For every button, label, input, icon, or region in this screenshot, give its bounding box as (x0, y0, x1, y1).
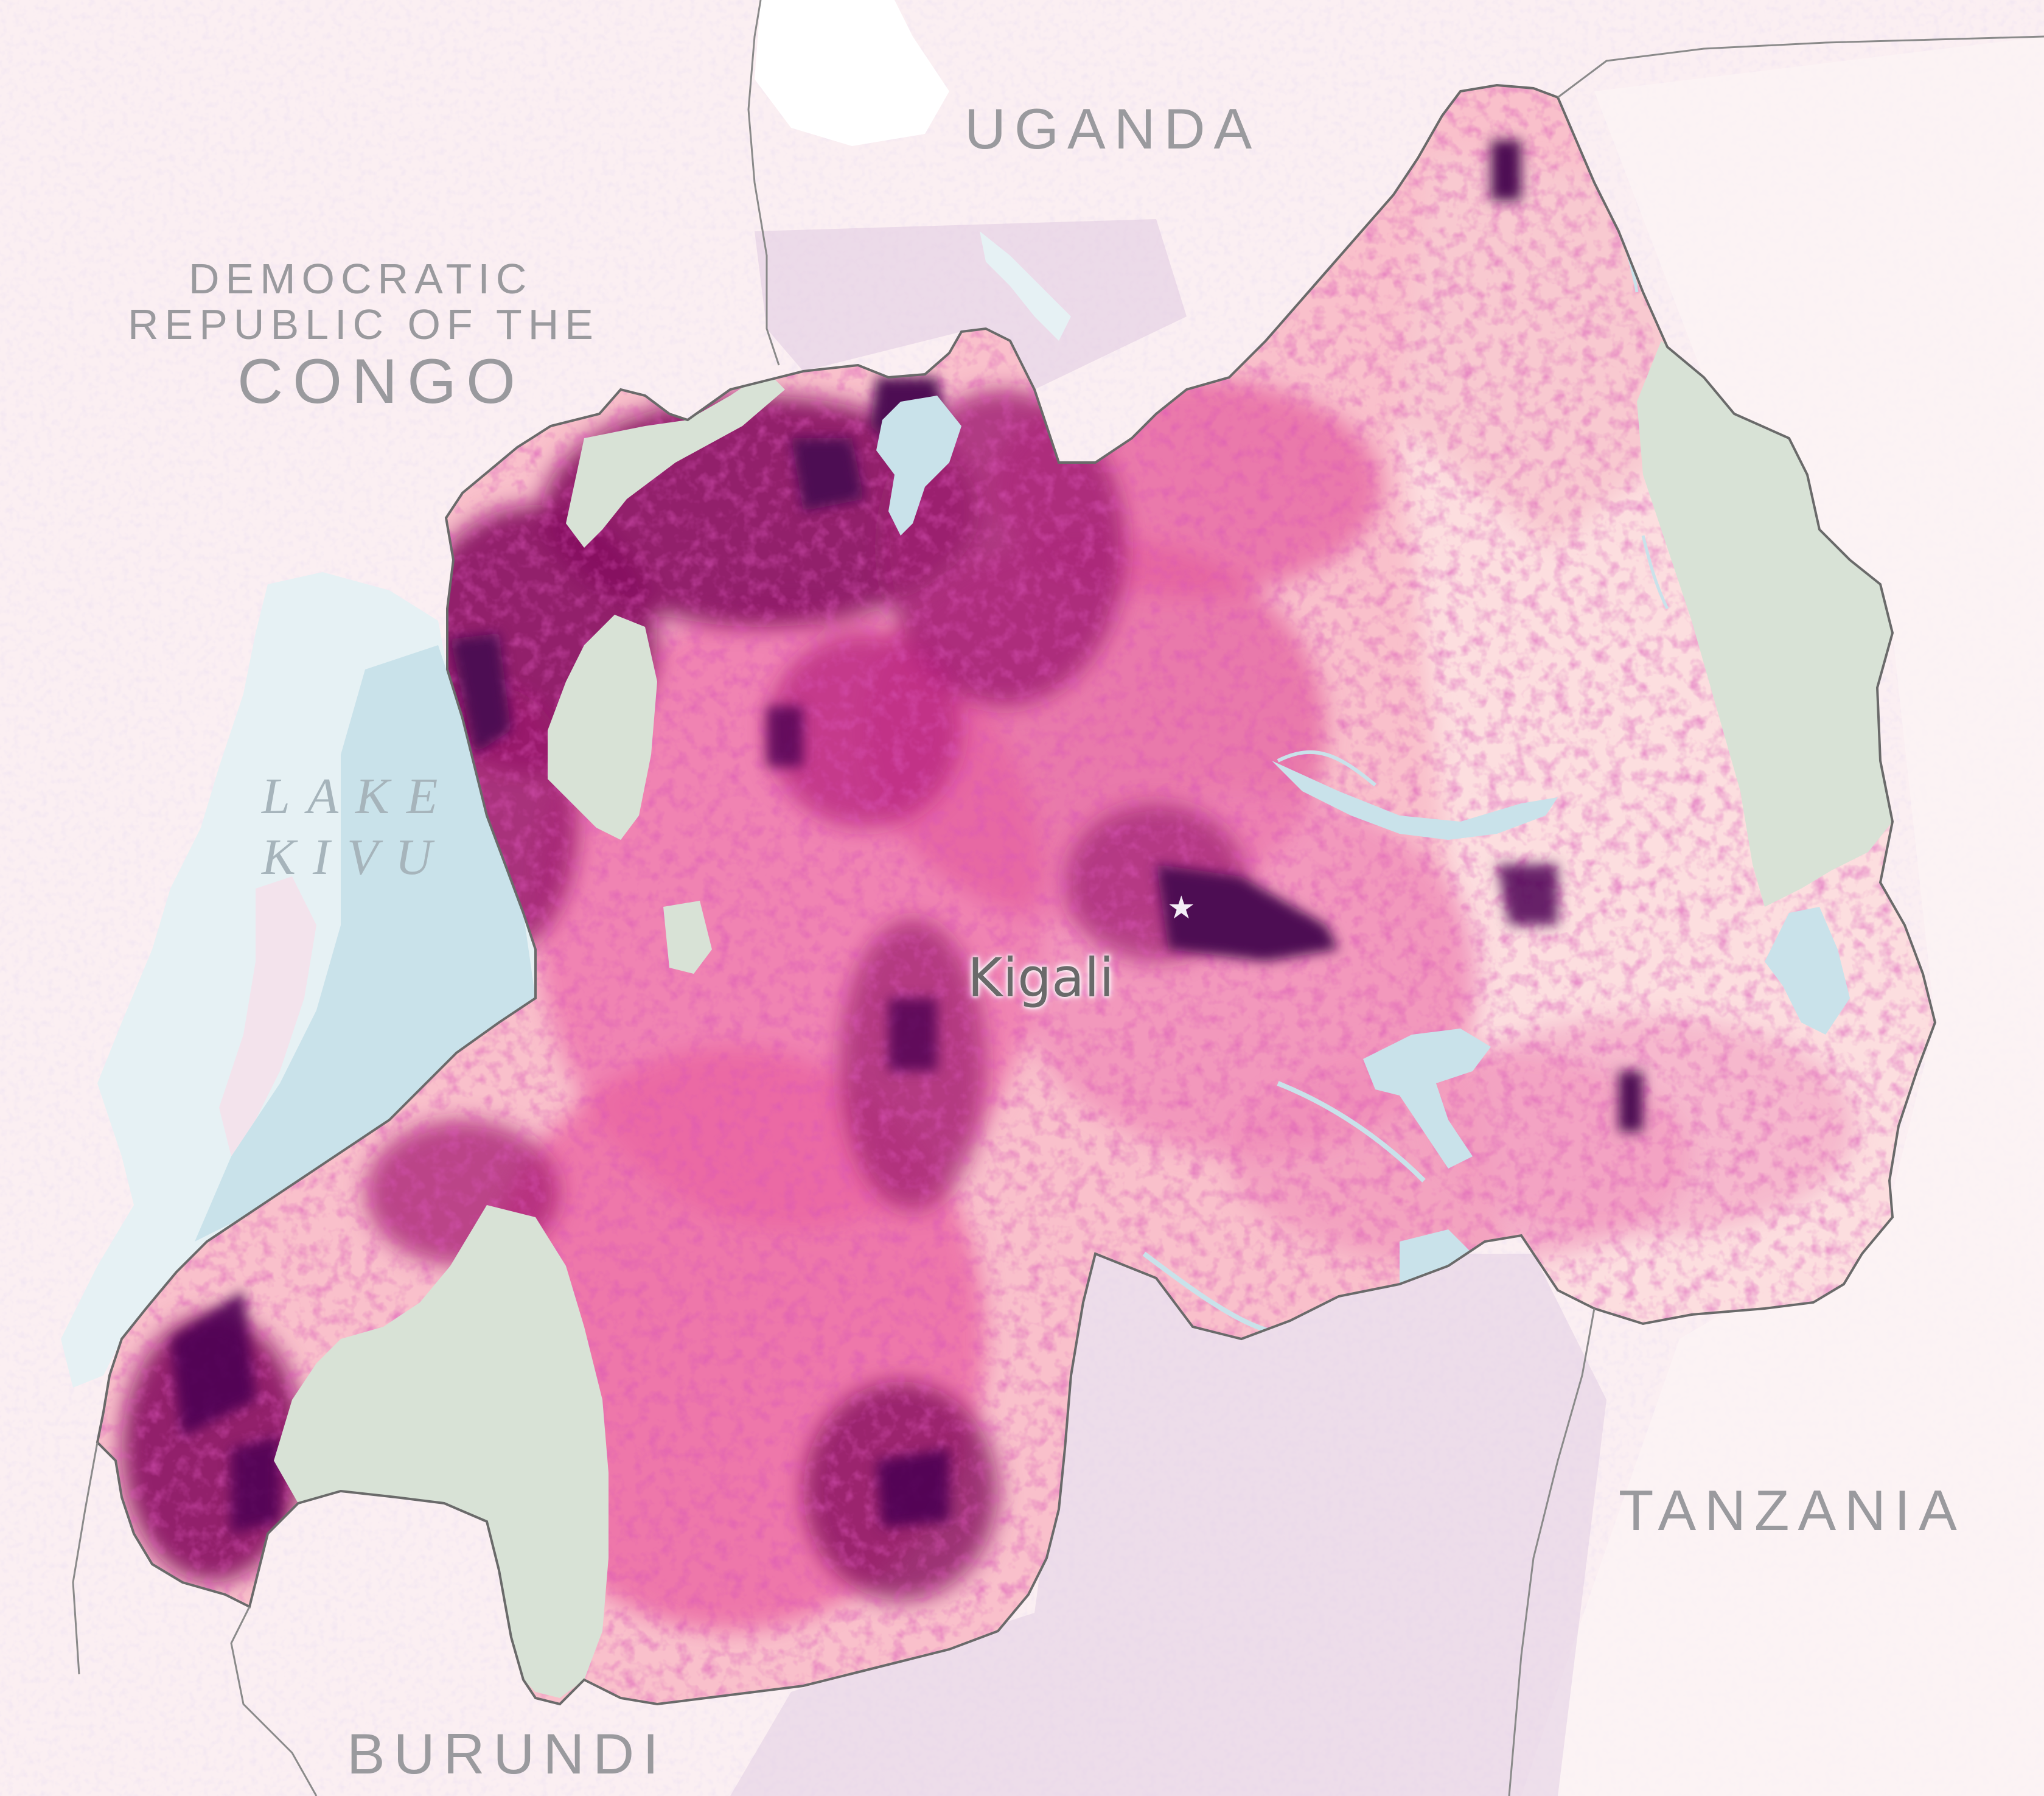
star-icon: ★ (1167, 890, 1196, 926)
lake-mugesera (1363, 1029, 1491, 1169)
drc-label-line2: REPUBLIC OF THE (128, 301, 599, 348)
uganda-drc-border (747, 0, 780, 366)
drc-label-line3: CONGO (237, 346, 525, 417)
uganda-density (755, 219, 1187, 390)
drc-burundi-border (230, 1606, 318, 1796)
drc-west-border (72, 1442, 99, 1675)
gishwati-forest (548, 615, 657, 840)
akagera-river (1142, 1081, 1426, 1335)
lake-label-line1: LAKE (262, 768, 455, 825)
burundi-label: BURUNDI (347, 1722, 668, 1786)
lake-bunyonyi-area (755, 0, 949, 146)
burundi-density (730, 1254, 1606, 1796)
lake-kivu-deep (195, 645, 535, 1242)
mukura-forest (663, 901, 712, 974)
uganda-tanzania-border (1557, 35, 2044, 99)
volcanoes-national-park (566, 371, 785, 548)
lake-muhazi (1272, 761, 1558, 840)
tanzania-area (1521, 37, 2044, 1796)
lake-small-uganda (980, 231, 1071, 341)
lake-burera (876, 396, 961, 536)
nyungwe-national-park (274, 1205, 609, 1698)
tanzania-label: TANZANIA (1619, 1478, 1966, 1542)
capital-label[interactable]: Kigali (968, 946, 1114, 1009)
uganda-label: UGANDA (964, 97, 1261, 161)
idjwi-island (219, 876, 316, 1156)
burundi-tanzania-border (1508, 1308, 1596, 1796)
akagera-lakes (1765, 907, 1850, 1035)
lake-label-line2: KIVU (262, 829, 449, 886)
drc-label-line1: DEMOCRATIC (189, 255, 533, 302)
nyabarongo-river (1277, 750, 1376, 787)
akagera-national-park (1637, 341, 1892, 907)
